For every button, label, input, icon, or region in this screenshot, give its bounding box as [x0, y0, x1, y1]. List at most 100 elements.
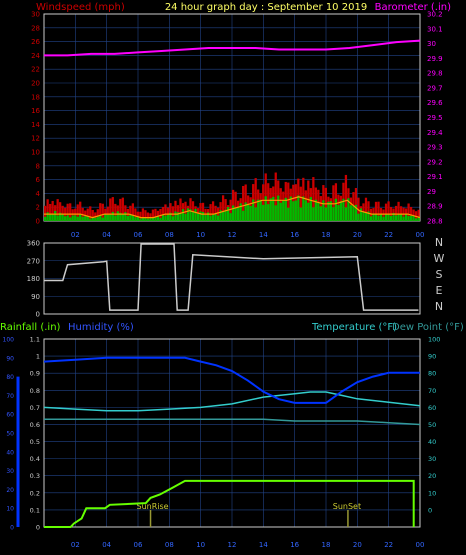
wind-gust-bar: [354, 204, 358, 221]
wind-tick-label: 24: [31, 52, 40, 60]
wind-gust-bar: [414, 218, 418, 221]
humidity-tick-label: 40: [6, 449, 14, 456]
wind-gust-bar: [362, 211, 365, 221]
rain-tick-label: 0.5: [30, 438, 40, 446]
wind-peak-bar: [71, 209, 74, 221]
wind-gust-bar: [151, 218, 155, 221]
barometer-y-axis: 28.8 28.9 29 29.1 29.2 29.3 29.4 29.5 29.6 29.7 29…: [427, 11, 443, 226]
wind-peak-bar: [161, 207, 165, 221]
humidity-x-tick-label: 18: [322, 541, 331, 549]
direction-tick-label: 360: [27, 240, 40, 248]
wind-gust-bar: [211, 214, 215, 221]
wind-peak-bar: [307, 180, 310, 221]
wind-gust-bar: [199, 211, 202, 221]
wind-gust-bar: [191, 212, 195, 221]
wind-peak-bar: [66, 203, 69, 221]
wind-peak-bar: [154, 208, 157, 221]
wind-gust-bar: [164, 215, 167, 221]
rain-tick-label: 0: [36, 524, 40, 532]
wind-gust-bar: [342, 198, 345, 221]
wind-tick-label: 20: [31, 80, 40, 88]
wind-gust-bar: [317, 201, 320, 221]
humidity-x-tick-label: 10: [196, 541, 205, 549]
wind-gust-bar: [229, 213, 232, 221]
wind-gust-bar: [129, 213, 132, 221]
wind-peak-bar: [131, 203, 134, 221]
wind-peak-bar: [129, 205, 132, 221]
wind-gust-bar: [194, 208, 197, 221]
temperature-tick-label: 50: [428, 421, 436, 429]
wind-gust-bar: [237, 207, 240, 221]
humidity-tick-label: 10: [6, 506, 14, 513]
wind-peak-bar: [242, 185, 245, 221]
wind-gust-bar: [267, 204, 270, 221]
humidity-x-tick-label: 04: [102, 541, 111, 549]
direction-tick-label: 0: [36, 311, 40, 319]
wind-gust-bar: [149, 217, 152, 221]
wind-gust-bar: [54, 210, 57, 221]
wind-gust-bar: [242, 210, 245, 221]
wind-gust-bar: [136, 216, 140, 221]
wind-peak-bar: [204, 208, 207, 221]
rain-y-axis: 0 0.1 0.2 0.3 0.4 0.5 0.6 0.7 0.8 0.9 1 1.1: [30, 336, 40, 532]
barometer-tick-label: 29.5: [427, 114, 443, 122]
wind-gust-bar: [184, 213, 187, 221]
wind-gust-bar: [91, 217, 94, 221]
barometer-tick-label: 29.4: [427, 129, 443, 137]
rain-tick-label: 0.6: [30, 421, 40, 429]
humidity-tick-label: 20: [6, 487, 14, 494]
wind-peak-bar: [96, 209, 99, 221]
wind-peak-bar: [146, 212, 150, 221]
wind-gust-bar: [226, 207, 230, 221]
wind-peak-bar: [382, 209, 385, 221]
wind-peak-bar: [141, 208, 145, 221]
wind-gust-bar: [232, 205, 235, 221]
wind-gust-bar: [89, 218, 92, 221]
wind-gust-bar: [412, 215, 415, 221]
wind-gust-bar: [86, 216, 89, 221]
wind-tick-label: 8: [36, 162, 40, 170]
wind-gust-bar: [126, 215, 129, 221]
wind-gust-bar: [247, 203, 250, 221]
wind-gust-bar: [214, 213, 217, 221]
wind-gust-bar: [159, 217, 162, 221]
wind-gust-bar: [44, 216, 47, 221]
wind-peak-bar: [111, 197, 114, 221]
rain-line: [44, 479, 415, 528]
rain-tick-label: 0.2: [30, 489, 40, 497]
wind-gust-bar: [252, 199, 255, 221]
wind-gust-bar: [259, 199, 262, 221]
wind-gust-bar: [171, 216, 175, 221]
wind-gust-bar: [289, 196, 292, 221]
wind-gust-bar: [279, 202, 282, 221]
wind-gust-bar: [196, 213, 200, 221]
wind-gust-bar: [309, 197, 312, 221]
wind-gust-bar: [176, 212, 180, 221]
wind-gust-bar: [402, 216, 405, 221]
barometer-tick-label: 29.8: [427, 70, 443, 78]
wind-peak-bar: [324, 187, 328, 221]
wind-peak-bar: [79, 201, 82, 221]
wind-gust-bar: [64, 216, 67, 221]
barometer-tick-label: 30.2: [427, 11, 443, 19]
wind-gust-bar: [332, 207, 335, 221]
temperature-tick-label: 60: [428, 404, 436, 412]
wind-peak-bar: [287, 182, 290, 221]
wind-gust-bar: [397, 213, 400, 221]
wind-gust-bar: [372, 213, 375, 221]
wind-peak-bar: [46, 199, 49, 221]
wind-gust-bar: [407, 216, 410, 221]
wind-gust-bar: [319, 206, 322, 221]
wind-peak-bar: [232, 189, 235, 221]
wind-peak-bar: [164, 204, 167, 221]
barometer-tick-label: 29: [427, 188, 436, 196]
wind-gust-bar: [294, 200, 297, 221]
wind-gust-bar: [111, 211, 114, 221]
wind-gust-bar: [239, 203, 242, 221]
wind-gust-bar: [394, 215, 398, 221]
humidity-x-tick-label: 00: [416, 541, 425, 549]
wind-gust-bar: [299, 207, 302, 221]
wind-gust-bar: [124, 212, 127, 221]
wind-gust-bar: [46, 212, 49, 221]
